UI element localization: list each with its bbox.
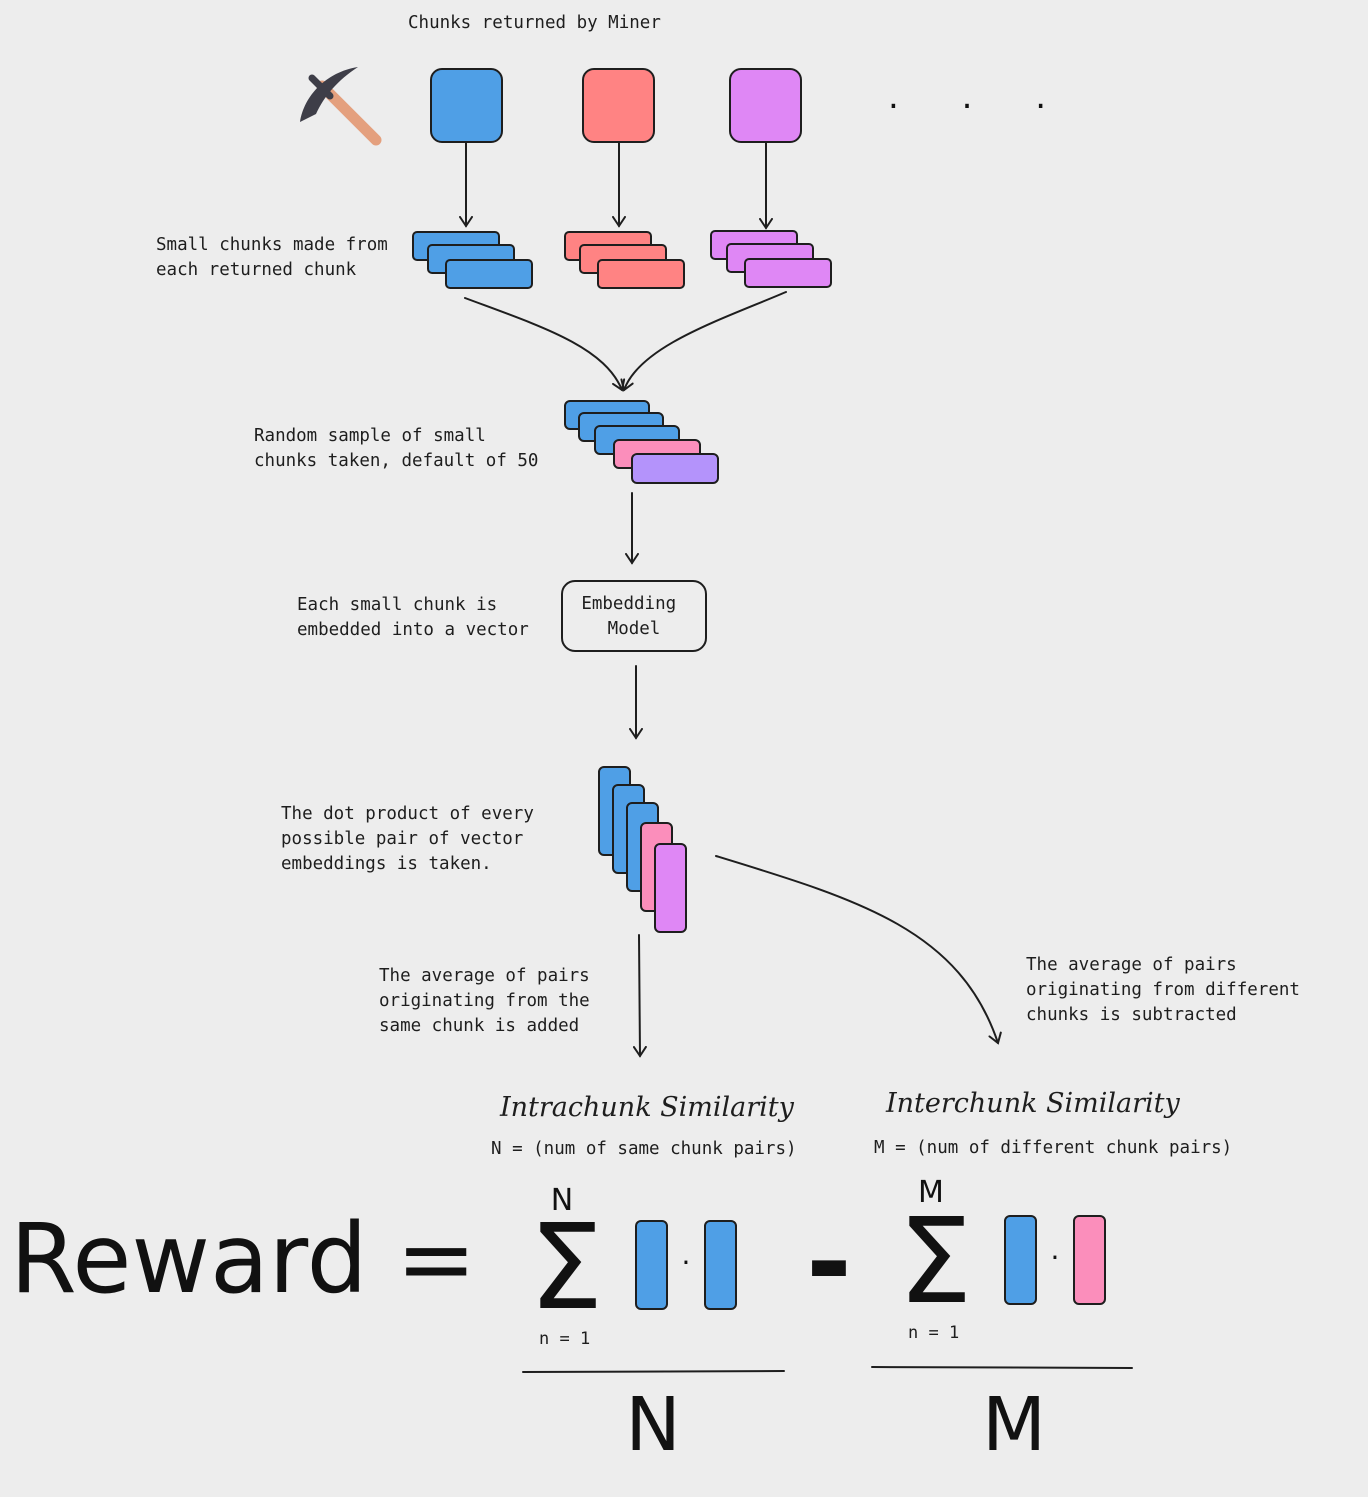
- interchunk-heading: Interchunk Similarity: [885, 1088, 1181, 1119]
- interchunk-sigma: Σ: [898, 1192, 973, 1330]
- reward-label: Reward: [10, 1203, 368, 1315]
- intrachunk-dot: ·: [682, 1246, 691, 1279]
- interchunk-vector-b: [1073, 1215, 1106, 1305]
- intrachunk-sum-top: N: [551, 1183, 573, 1218]
- interchunk-dot: ·: [1051, 1241, 1060, 1274]
- arrow-to-interchunk: [715, 855, 1002, 1045]
- intrachunk-definition: N = (num of same chunk pairs): [491, 1139, 797, 1159]
- label-different-chunk: The average of pairs originating from di…: [1026, 955, 1310, 1025]
- arrow-to-intrachunk: [632, 934, 647, 1058]
- interchunk-definition: M = (num of different chunk pairs): [874, 1138, 1232, 1158]
- interchunk-denominator: M: [982, 1382, 1046, 1468]
- arrow-merge-right: [620, 291, 787, 392]
- chunk-blue: [430, 68, 503, 143]
- small-chunks-red: [564, 231, 685, 289]
- embedding-model-box: Embedding Model: [561, 580, 707, 652]
- title: Chunks returned by Miner: [408, 13, 661, 33]
- intrachunk-heading: Intrachunk Similarity: [499, 1092, 795, 1123]
- vector-embeddings-stack: [598, 766, 687, 933]
- label-embedded: Each small chunk is embedded into a vect…: [297, 595, 529, 640]
- label-small-chunks: Small chunks made from each returned chu…: [156, 235, 398, 280]
- interchunk-vector-a: [1004, 1215, 1037, 1305]
- chunk-purple: [729, 68, 802, 143]
- interchunk-fraction-bar: [871, 1366, 1133, 1369]
- intrachunk-fraction-bar: [522, 1370, 785, 1373]
- minus-sign: -: [806, 1198, 852, 1326]
- random-sample-stack: [564, 400, 719, 484]
- arrow-merge-left: [464, 297, 626, 392]
- interchunk-sum-bottom: n = 1: [908, 1323, 959, 1343]
- small-chunks-purple: [710, 230, 832, 288]
- equals-sign: =: [396, 1203, 476, 1315]
- intrachunk-vector-b: [704, 1220, 737, 1310]
- embedding-model-label: Embedding Model: [581, 594, 686, 639]
- label-same-chunk: The average of pairs originating from th…: [379, 966, 600, 1036]
- intrachunk-denominator: N: [625, 1382, 680, 1468]
- chunk-red: [582, 68, 655, 143]
- label-dot-product: The dot product of every possible pair o…: [281, 804, 544, 874]
- intrachunk-sum-bottom: n = 1: [539, 1329, 590, 1349]
- label-random-sample: Random sample of small chunks taken, def…: [254, 426, 538, 471]
- intrachunk-sigma: Σ: [529, 1198, 604, 1336]
- pickaxe-icon: [300, 67, 382, 146]
- small-chunks-blue: [412, 231, 533, 289]
- ellipsis: . . .: [888, 77, 1072, 117]
- intrachunk-vector-a: [635, 1220, 668, 1310]
- interchunk-sum-top: M: [918, 1175, 944, 1210]
